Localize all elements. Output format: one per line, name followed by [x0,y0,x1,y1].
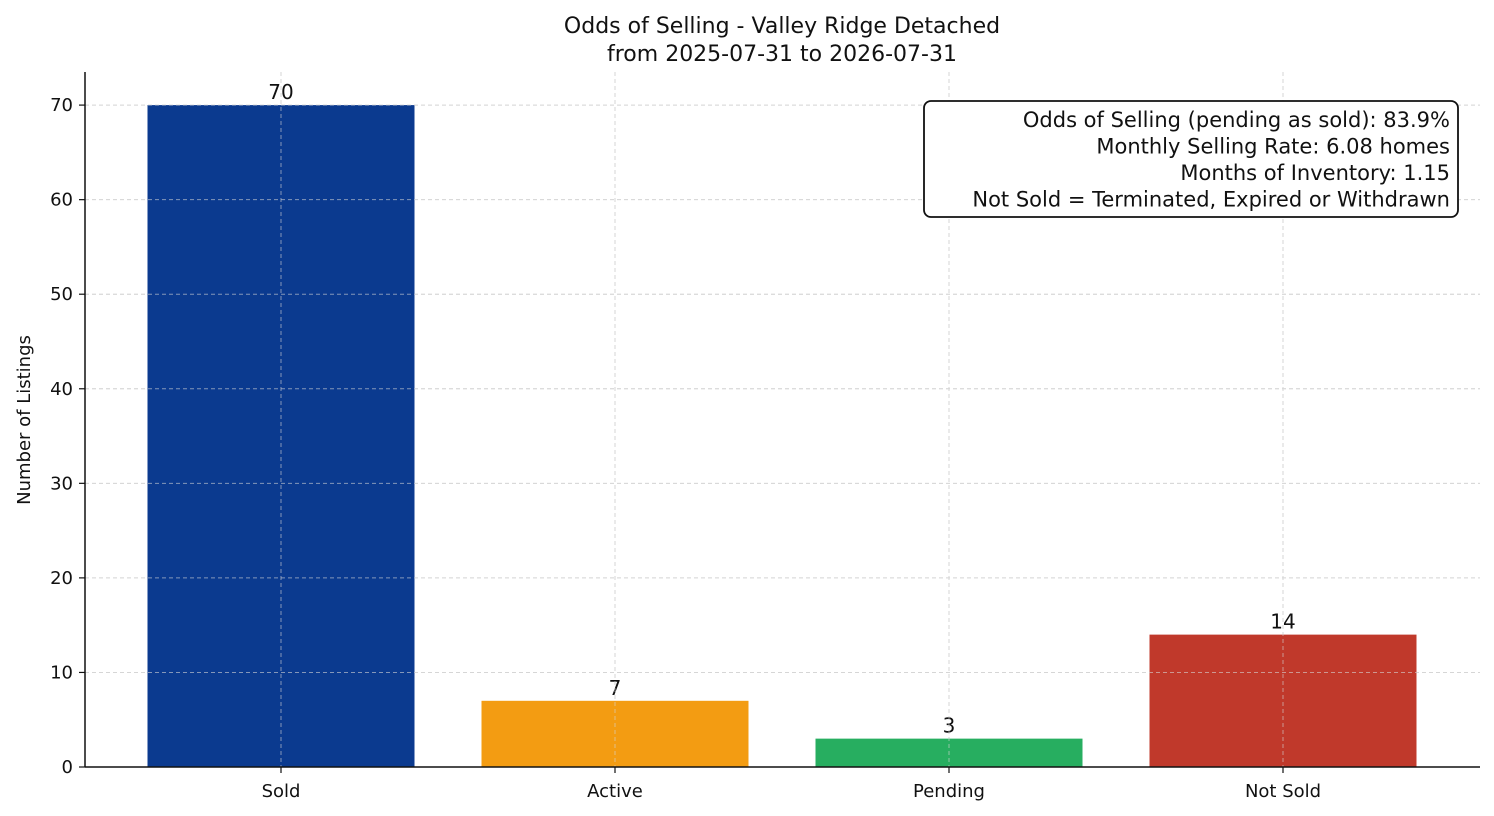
y-axis-label: Number of Listings [14,335,35,505]
y-tick-label: 60 [50,190,73,211]
y-tick-label: 0 [62,757,73,778]
annotation-line: Months of Inventory: 1.15 [1180,161,1450,185]
x-tick-label: Pending [913,781,985,802]
annotation-box: Odds of Selling (pending as sold): 83.9%… [923,100,1459,218]
data-label: 7 [609,676,622,700]
chart-title: Odds of Selling - Valley Ridge Detached [564,14,1000,39]
y-tick-label: 10 [50,662,73,683]
x-tick-label: Sold [262,781,301,802]
chart-subtitle: from 2025-07-31 to 2026-07-31 [607,42,957,67]
x-tick-label: Active [587,781,643,802]
y-tick-label: 20 [50,568,73,589]
x-tick-label: Not Sold [1245,781,1321,802]
annotation-frame [923,100,1459,218]
axes: 0 10 20 30 40 50 60 70 Sold Active Pending Not Sold [50,72,1480,802]
y-tick-label: 50 [50,284,73,305]
annotation-line: Odds of Selling (pending as sold): 83.9% [1023,108,1450,132]
y-tick-label: 70 [50,95,73,116]
annotation-line: Monthly Selling Rate: 6.08 homes [1096,135,1450,159]
y-tick-label: 40 [50,379,73,400]
annotation-line: Not Sold = Terminated, Expired or Withdr… [972,188,1450,212]
y-tick-label: 30 [50,473,73,494]
